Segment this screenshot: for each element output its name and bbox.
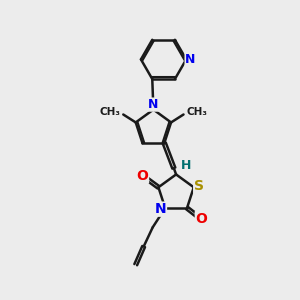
- Text: N: N: [155, 202, 167, 216]
- Text: O: O: [195, 212, 207, 226]
- Text: N: N: [148, 98, 159, 111]
- Text: CH₃: CH₃: [186, 107, 207, 117]
- Text: O: O: [136, 169, 148, 183]
- Text: CH₃: CH₃: [100, 107, 121, 117]
- Text: S: S: [194, 179, 204, 193]
- Text: N: N: [185, 53, 196, 66]
- Text: H: H: [181, 159, 191, 172]
